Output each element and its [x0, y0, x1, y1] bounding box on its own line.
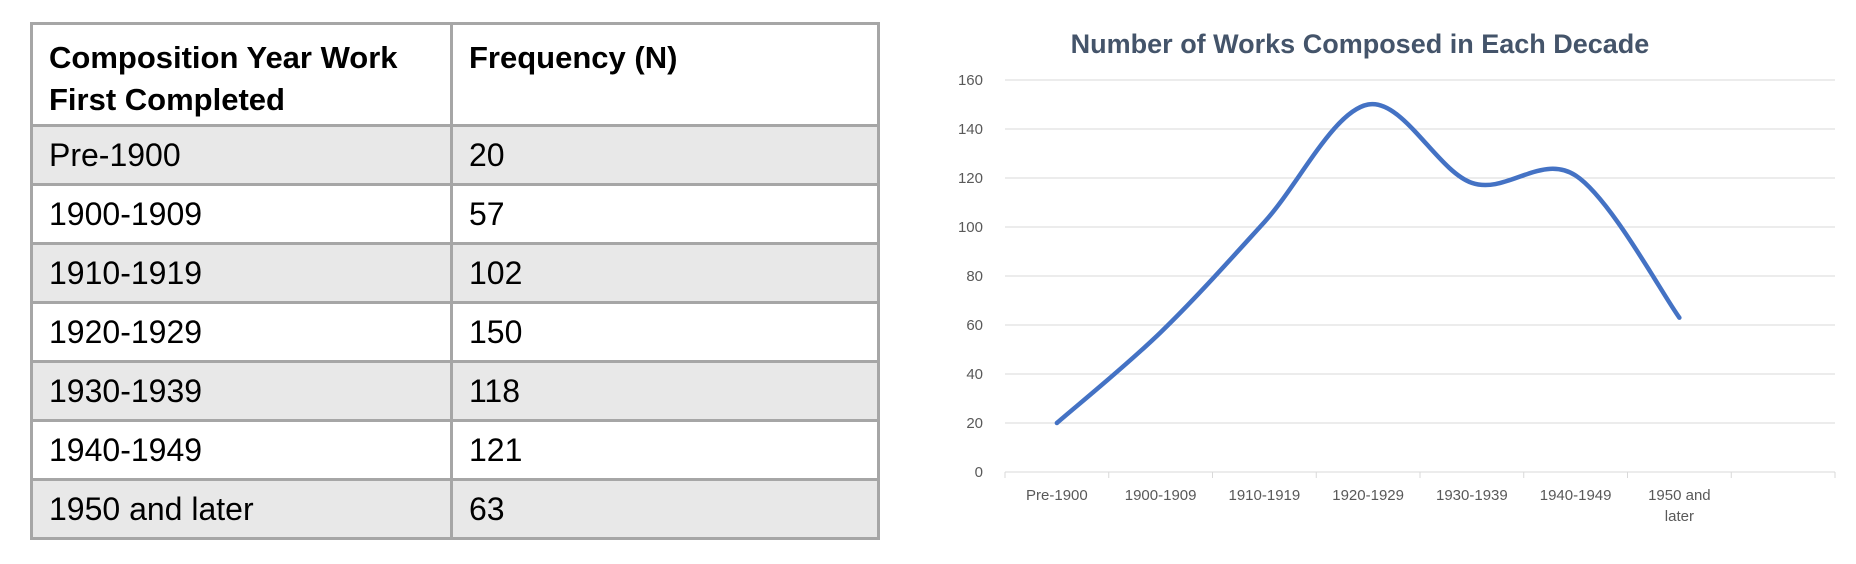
table-row: 1900-1909 57	[30, 183, 880, 245]
chart-gridlines	[1005, 79, 1835, 424]
chart-title: Number of Works Composed in Each Decade	[1071, 29, 1650, 59]
period-cell: 1900-1909	[30, 183, 453, 245]
table-row: 1920-1929 150	[30, 301, 880, 363]
y-tick-label: 80	[966, 268, 983, 285]
table-header-row: Composition Year Work First Completed Fr…	[30, 22, 880, 127]
y-tick-label: 60	[966, 317, 983, 334]
y-tick-label: 0	[975, 464, 983, 481]
y-tick-label: 120	[958, 170, 983, 187]
table-row: 1950 and later 63	[30, 478, 880, 540]
period-cell: Pre-1900	[30, 124, 453, 186]
frequency-cell: 118	[450, 360, 880, 422]
period-cell: 1930-1939	[30, 360, 453, 422]
table-row: 1940-1949 121	[30, 419, 880, 481]
table-row: 1930-1939 118	[30, 360, 880, 422]
table-row: Pre-1900 20	[30, 124, 880, 186]
frequency-cell: 63	[450, 478, 880, 540]
frequency-cell: 57	[450, 183, 880, 245]
column-header-frequency: Frequency (N)	[450, 22, 880, 127]
frequency-cell: 102	[450, 242, 880, 304]
x-tick-label: 1940-1949	[1540, 487, 1612, 504]
series-line	[1054, 102, 1682, 426]
y-tick-label: 100	[958, 219, 983, 236]
frequency-cell: 121	[450, 419, 880, 481]
chart-series	[1054, 102, 1682, 426]
period-cell: 1950 and later	[30, 478, 453, 540]
x-tick-label: 1930-1939	[1436, 487, 1508, 504]
x-tick-label: 1900-1909	[1125, 487, 1197, 504]
x-tick-label: 1910-1919	[1229, 487, 1301, 504]
frequency-cell: 150	[450, 301, 880, 363]
period-cell: 1940-1949	[30, 419, 453, 481]
chart-axes: 0 20 40 60 80 100 120 140 160 Pre-1900 1900-1909 19…	[958, 72, 1836, 525]
column-header-composition-year: Composition Year Work First Completed	[30, 22, 453, 127]
frequency-table: Composition Year Work First Completed Fr…	[30, 22, 880, 540]
x-tick-label: 1920-1929	[1332, 487, 1404, 504]
period-cell: 1920-1929	[30, 301, 453, 363]
table-row: 1910-1919 102	[30, 242, 880, 304]
x-tick-label: 1950 and later	[1648, 487, 1711, 525]
y-tick-label: 160	[958, 72, 983, 89]
y-tick-label: 40	[966, 366, 983, 383]
period-cell: 1910-1919	[30, 242, 453, 304]
y-tick-label: 20	[966, 415, 983, 432]
frequency-cell: 20	[450, 124, 880, 186]
x-tick-label: Pre-1900	[1026, 487, 1088, 504]
y-tick-label: 140	[958, 121, 983, 138]
